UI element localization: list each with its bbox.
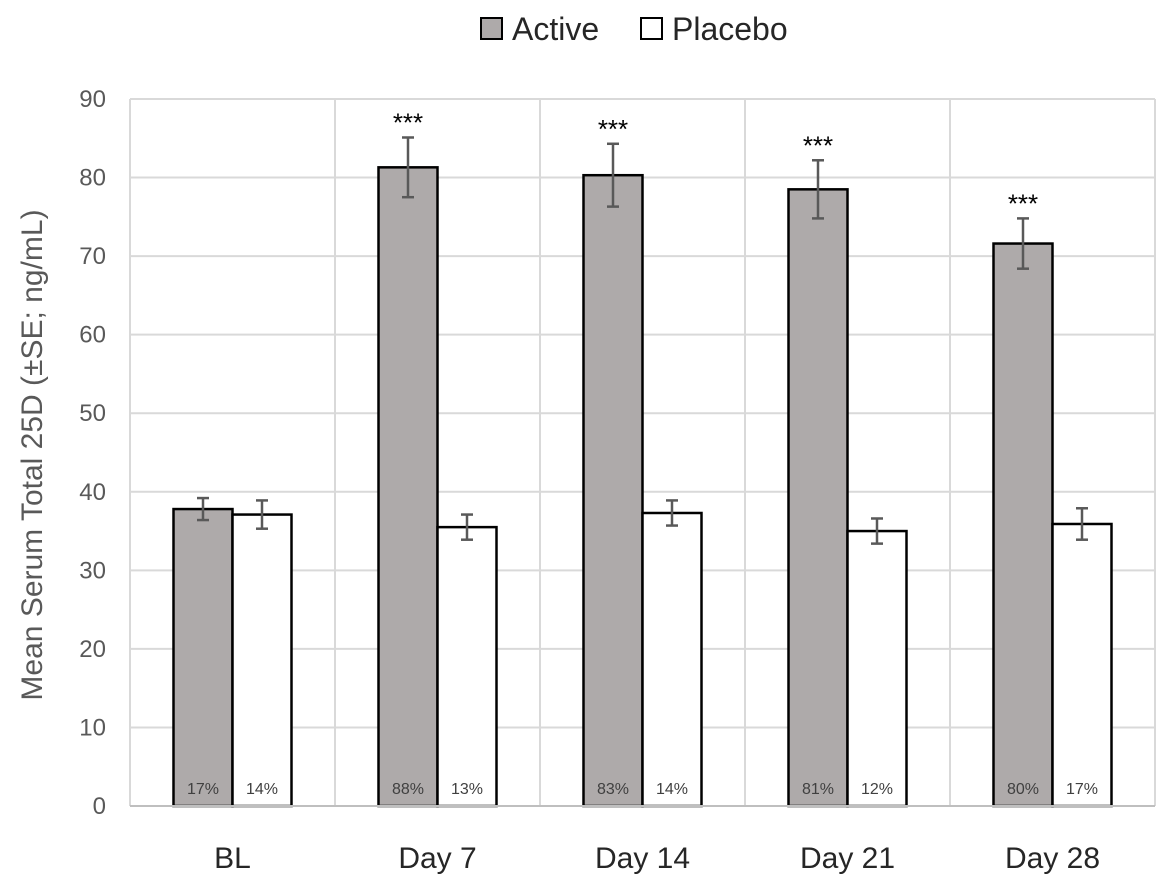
legend-swatch-placebo xyxy=(640,17,663,40)
placebo-bar-label: 17% xyxy=(1066,781,1098,798)
placebo-bar xyxy=(231,513,293,808)
placebo-bar xyxy=(846,529,908,808)
y-tick-label: 50 xyxy=(79,400,106,427)
placebo-bar xyxy=(641,511,703,808)
y-tick-label: 0 xyxy=(93,793,106,820)
active-bar-label: 80% xyxy=(1007,781,1039,798)
y-tick-label: 80 xyxy=(79,165,106,192)
y-tick-label: 30 xyxy=(79,557,106,584)
active-bar xyxy=(377,166,439,808)
bars xyxy=(172,166,1113,808)
x-tick-label: Day 14 xyxy=(595,842,690,874)
significance-marker: *** xyxy=(598,114,628,144)
placebo-bar-label: 13% xyxy=(451,781,483,798)
x-tick-label: BL xyxy=(214,842,251,874)
active-bar-label: 81% xyxy=(802,781,834,798)
significance-marker: *** xyxy=(393,107,423,137)
legend: Active Placebo xyxy=(480,11,788,47)
placebo-bar-label: 12% xyxy=(861,781,893,798)
active-bar xyxy=(787,188,849,808)
active-bar-label: 88% xyxy=(392,781,424,798)
y-tick-label: 90 xyxy=(79,86,106,113)
y-tick-label: 60 xyxy=(79,322,106,349)
axes: 0 10 20 30 40 50 60 70 80 90 BL Day 7 Day 14 Day 21 Da… xyxy=(16,86,1155,874)
significance-marker: *** xyxy=(803,130,833,160)
active-bar xyxy=(172,507,234,808)
legend-swatch-active xyxy=(480,17,503,40)
x-tick-label: Day 28 xyxy=(1005,842,1100,874)
legend-label-placebo: Placebo xyxy=(672,11,788,47)
active-bar-label: 17% xyxy=(187,781,219,798)
x-tick-label: Day 7 xyxy=(398,842,476,874)
active-bar xyxy=(582,173,644,808)
legend-label-active: Active xyxy=(512,11,599,47)
placebo-bar-label: 14% xyxy=(656,781,688,798)
y-tick-label: 70 xyxy=(79,243,106,270)
y-tick-label: 40 xyxy=(79,479,106,506)
y-axis-title: Mean Serum Total 25D (±SE; ng/mL) xyxy=(16,209,49,700)
active-bar-label: 83% xyxy=(597,781,629,798)
active-bar xyxy=(992,242,1054,808)
y-tick-label: 20 xyxy=(79,636,106,663)
placebo-bar xyxy=(436,525,498,808)
placebo-bar-label: 14% xyxy=(246,781,278,798)
x-tick-label: Day 21 xyxy=(800,842,895,874)
y-tick-label: 10 xyxy=(79,714,106,741)
error-bars xyxy=(197,136,1088,545)
placebo-bar xyxy=(1051,522,1113,808)
bar-labels: 17% 88% *** 83% *** 81% *** 80% *** 14% 13% 14% 12% 1… xyxy=(187,107,1098,798)
significance-marker: *** xyxy=(1008,188,1038,218)
